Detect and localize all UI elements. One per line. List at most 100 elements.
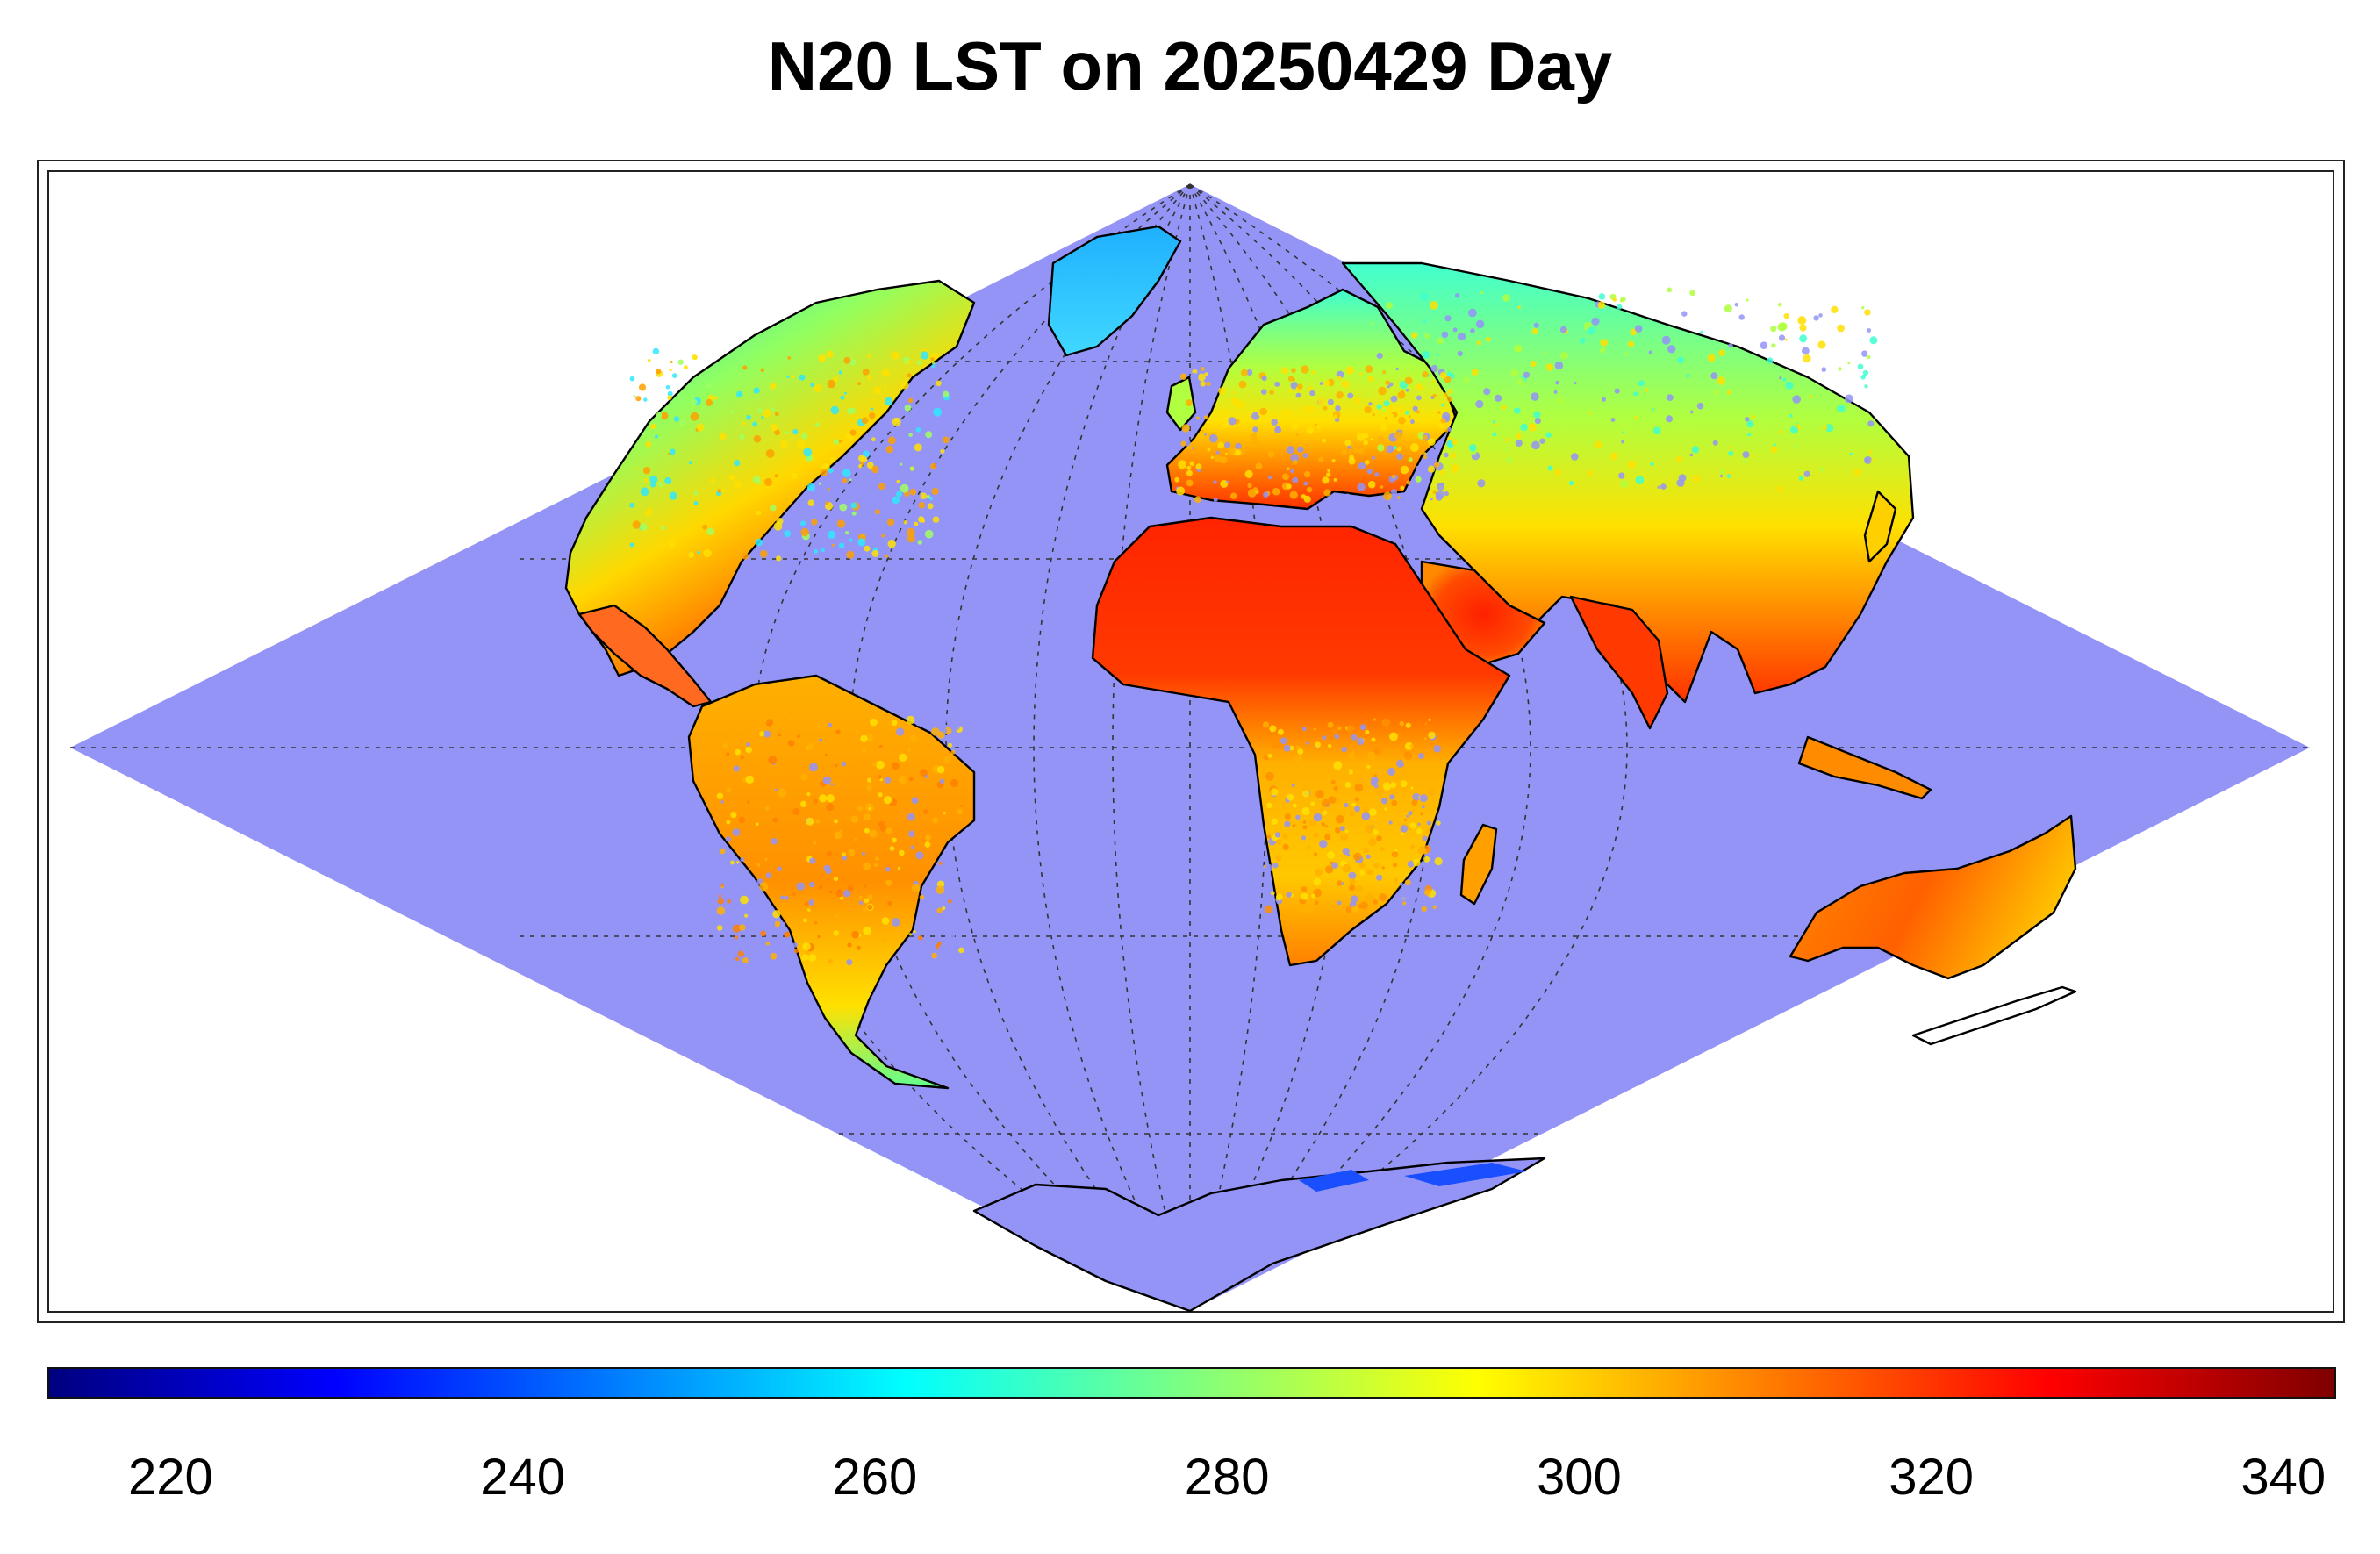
lst-speckle bbox=[693, 491, 699, 496]
lst-speckle bbox=[755, 538, 763, 547]
lst-speckle bbox=[1813, 315, 1819, 321]
lst-speckle bbox=[668, 541, 676, 548]
lst-speckle bbox=[895, 727, 905, 736]
lst-speckle bbox=[897, 866, 901, 870]
lst-speckle bbox=[951, 721, 960, 731]
lst-speckle bbox=[1450, 452, 1457, 459]
lst-speckle bbox=[1865, 458, 1869, 462]
lst-speckle bbox=[907, 748, 912, 753]
lst-speckle bbox=[1438, 422, 1445, 429]
lst-speckle bbox=[693, 355, 698, 360]
lst-speckle bbox=[1443, 392, 1450, 399]
lst-speckle bbox=[1287, 467, 1290, 470]
lst-speckle bbox=[734, 460, 741, 467]
lst-speckle bbox=[1367, 480, 1376, 489]
lst-speckle bbox=[1390, 395, 1398, 403]
lst-speckle bbox=[737, 950, 744, 957]
lst-speckle bbox=[1198, 373, 1206, 382]
lst-speckle bbox=[1404, 879, 1411, 886]
lst-speckle bbox=[881, 917, 890, 925]
lst-speckle bbox=[808, 899, 815, 906]
lst-speckle bbox=[925, 431, 933, 439]
lst-speckle bbox=[885, 554, 889, 558]
lst-speckle bbox=[813, 798, 818, 804]
lst-speckle bbox=[1365, 824, 1373, 834]
lst-speckle bbox=[943, 812, 946, 815]
lst-speckle bbox=[864, 827, 870, 834]
lst-speckle bbox=[1318, 456, 1324, 462]
lst-speckle bbox=[1348, 871, 1357, 880]
lst-speckle bbox=[650, 423, 656, 430]
lst-speckle bbox=[1323, 489, 1331, 497]
lst-speckle bbox=[1289, 491, 1298, 499]
lst-speckle bbox=[1616, 304, 1623, 310]
lst-speckle bbox=[1447, 436, 1452, 441]
lst-speckle bbox=[1376, 835, 1382, 841]
lst-speckle bbox=[1301, 494, 1307, 499]
lst-speckle bbox=[1547, 465, 1553, 471]
lst-speckle bbox=[827, 379, 836, 389]
lst-speckle bbox=[1334, 734, 1340, 740]
lst-speckle bbox=[1838, 367, 1842, 371]
lst-speckle bbox=[1295, 392, 1301, 398]
lst-speckle bbox=[1771, 343, 1776, 348]
lst-speckle bbox=[1516, 377, 1525, 386]
lst-speckle bbox=[958, 947, 964, 954]
lst-speckle bbox=[1372, 455, 1376, 460]
lst-speckle bbox=[1310, 801, 1315, 806]
lst-speckle bbox=[1302, 790, 1309, 798]
lst-speckle bbox=[756, 863, 761, 867]
uk-ireland bbox=[1165, 376, 1197, 432]
lst-speckle bbox=[1385, 380, 1390, 385]
lst-speckle bbox=[950, 749, 956, 755]
lst-speckle bbox=[1700, 330, 1704, 334]
lst-speckle bbox=[742, 552, 749, 560]
lst-speckle bbox=[938, 861, 943, 865]
lst-speckle bbox=[1266, 834, 1272, 839]
lst-speckle bbox=[1309, 819, 1316, 827]
lst-speckle bbox=[915, 851, 924, 860]
lst-speckle bbox=[931, 361, 936, 365]
lst-speckle bbox=[1358, 372, 1363, 376]
lst-speckle bbox=[1330, 779, 1336, 784]
lst-speckle bbox=[913, 521, 919, 526]
lst-speckle bbox=[726, 820, 731, 825]
lst-speckle bbox=[793, 949, 799, 954]
lst-speckle bbox=[1277, 728, 1284, 735]
lst-speckle bbox=[931, 952, 937, 959]
lst-speckle bbox=[1383, 400, 1390, 407]
lst-speckle bbox=[1246, 369, 1253, 376]
lst-speckle bbox=[914, 443, 922, 452]
lst-speckle bbox=[1227, 447, 1237, 455]
lst-speckle bbox=[887, 540, 896, 548]
lst-speckle bbox=[930, 462, 937, 470]
lst-speckle bbox=[1439, 371, 1447, 379]
lst-speckle bbox=[862, 907, 867, 913]
lst-speckle bbox=[1213, 497, 1218, 502]
lst-speckle bbox=[817, 724, 822, 729]
lst-speckle bbox=[1421, 805, 1425, 809]
lst-speckle bbox=[1402, 901, 1407, 906]
lst-speckle bbox=[1652, 426, 1661, 435]
mexico-central-america bbox=[577, 604, 713, 708]
lst-speckle bbox=[722, 742, 729, 749]
lst-speckle bbox=[1286, 483, 1292, 490]
lst-speckle bbox=[1287, 376, 1294, 382]
lst-speckle bbox=[1327, 398, 1334, 405]
lst-speckle bbox=[1336, 391, 1344, 399]
lst-speckle bbox=[881, 534, 885, 538]
lst-speckle bbox=[1323, 405, 1328, 411]
lst-speckle bbox=[878, 792, 883, 798]
lst-speckle bbox=[1361, 812, 1371, 820]
lst-speckle bbox=[733, 480, 742, 489]
lst-speckle bbox=[1189, 461, 1194, 467]
lst-speckle bbox=[1817, 340, 1826, 349]
lst-speckle bbox=[1335, 405, 1341, 412]
lst-speckle bbox=[753, 884, 757, 888]
lst-speckle bbox=[1400, 485, 1405, 491]
lst-speckle bbox=[1391, 799, 1398, 806]
lst-speckle bbox=[1470, 328, 1475, 333]
lst-speckle bbox=[1283, 744, 1291, 752]
lst-speckle bbox=[1402, 894, 1411, 903]
lst-speckle bbox=[669, 368, 672, 372]
